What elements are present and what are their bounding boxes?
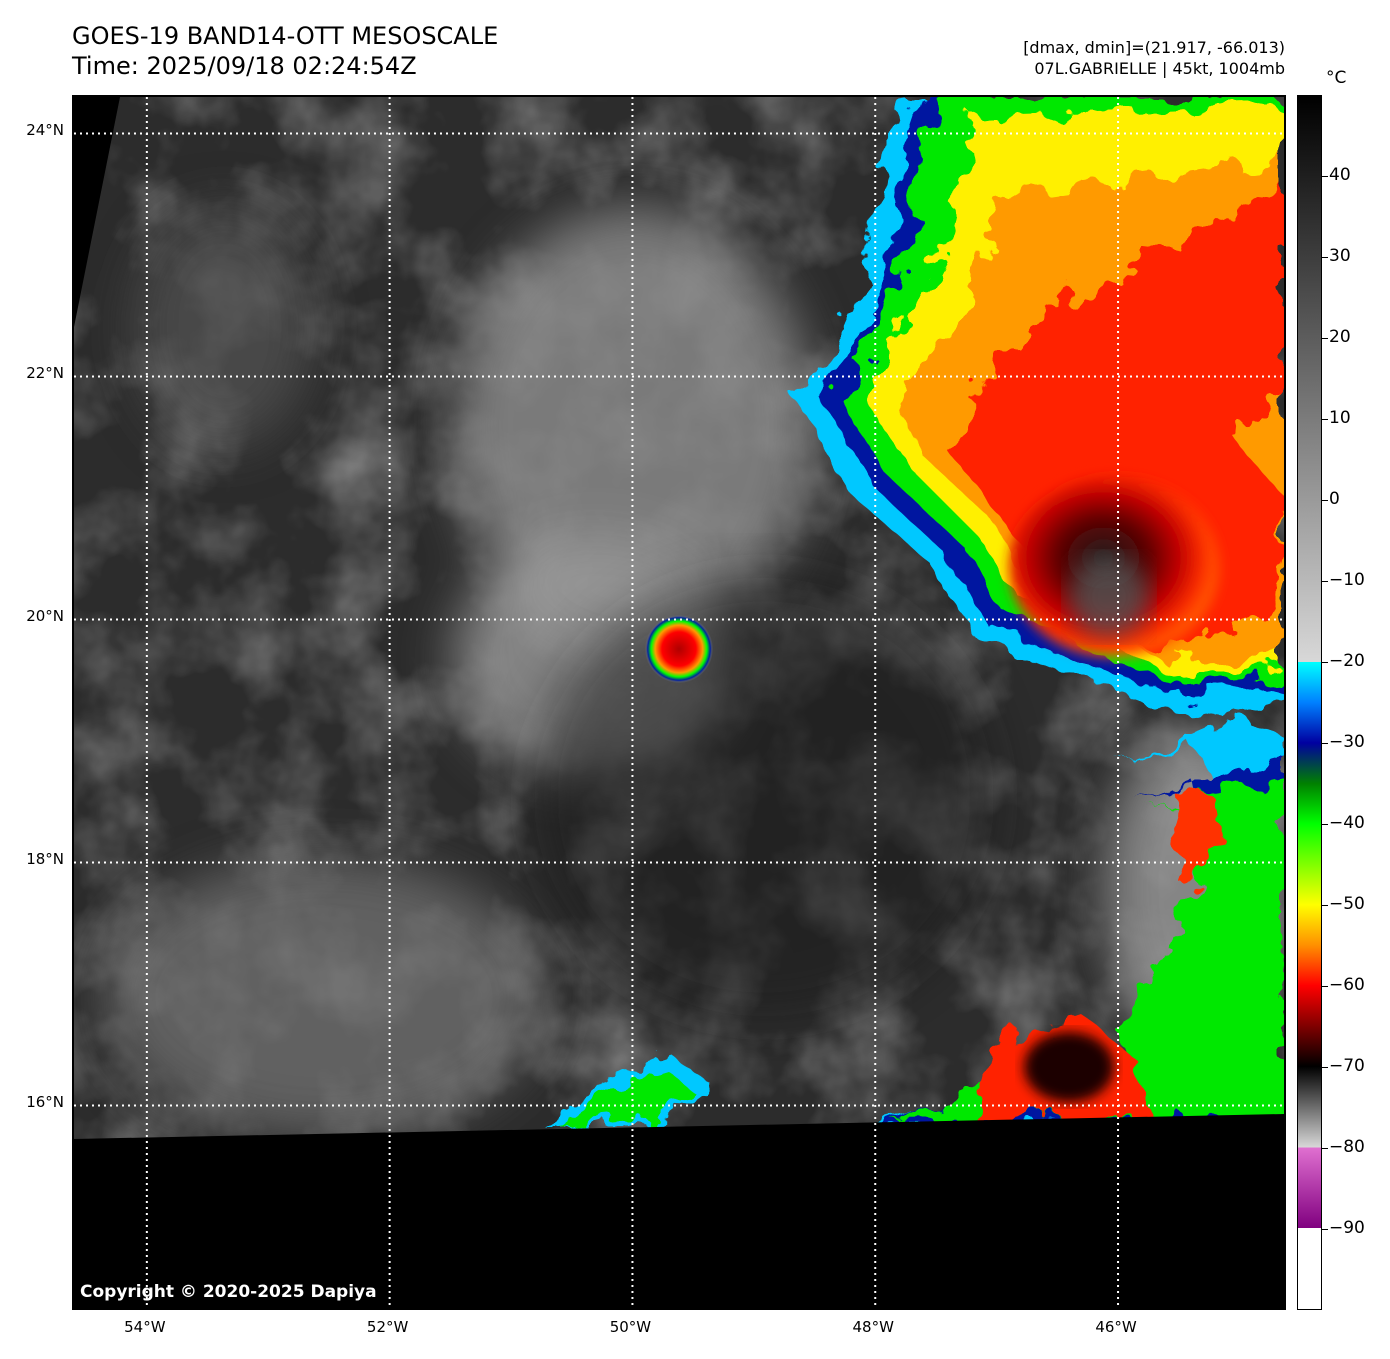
colorbar-tick-label: −50 xyxy=(1329,894,1365,914)
gridlines xyxy=(74,97,1284,1308)
storm-spiral-dark-region xyxy=(534,577,994,1017)
colorbar-tick xyxy=(1322,905,1328,906)
colorbar-tick xyxy=(1322,1229,1328,1230)
colorbar-tick xyxy=(1322,824,1328,825)
copyright-notice: Copyright © 2020-2025 Dapiya xyxy=(80,1282,377,1302)
latitude-label: 24°N xyxy=(26,121,64,140)
colorbar-tick xyxy=(1322,257,1328,258)
colorbar-tick xyxy=(1322,743,1328,744)
colorbar-tick-label: 20 xyxy=(1329,327,1351,347)
latitude-label: 20°N xyxy=(26,607,64,626)
overshooting-top xyxy=(1069,557,1149,637)
colorbar-tick-label: −60 xyxy=(1329,975,1365,995)
colorbar-tick-label: −30 xyxy=(1329,732,1365,752)
convective-fragments-south xyxy=(544,1057,714,1127)
colorbar-tick-label: 0 xyxy=(1329,489,1340,509)
longitude-label: 48°W xyxy=(852,1318,894,1336)
storm-info: 07L.GABRIELLE | 45kt, 1004mb xyxy=(1034,59,1285,78)
satellite-image-map: Copyright © 2020-2025 Dapiya xyxy=(72,95,1286,1310)
longitude-label: 54°W xyxy=(124,1318,166,1336)
colorbar-tick-label: −20 xyxy=(1329,651,1365,671)
colorbar-tick-label: −80 xyxy=(1329,1137,1365,1157)
colorbar-tick xyxy=(1322,662,1328,663)
colorbar-tick xyxy=(1322,1067,1328,1068)
southeast-cold-core xyxy=(1024,1032,1114,1102)
latitude-label: 16°N xyxy=(26,1093,64,1112)
colorbar-tick xyxy=(1322,581,1328,582)
colorbar-tick xyxy=(1322,176,1328,177)
colorbar-tick-label: 10 xyxy=(1329,408,1351,428)
colorbar-tick xyxy=(1322,1148,1328,1149)
satellite-image xyxy=(74,97,1284,1308)
title-line-1: GOES-19 BAND14-OTT MESOSCALE xyxy=(72,22,499,50)
temperature-colorbar xyxy=(1297,95,1322,1310)
dmax-dmin-readout: [dmax, dmin]=(21.917, -66.013) xyxy=(1023,38,1285,57)
colorbar-tick-label: −90 xyxy=(1329,1218,1365,1238)
latitude-label: 22°N xyxy=(26,364,64,383)
latitude-label: 18°N xyxy=(26,850,64,869)
colorbar-tick xyxy=(1322,338,1328,339)
colorbar-tick-label: −10 xyxy=(1329,570,1365,590)
colorbar-tick-label: −40 xyxy=(1329,813,1365,833)
colorbar-tick-label: 30 xyxy=(1329,246,1351,266)
title-line-2: Time: 2025/09/18 02:24:54Z xyxy=(72,52,417,80)
longitude-label: 52°W xyxy=(366,1318,409,1336)
no-data-corner xyxy=(74,97,120,327)
longitude-label: 50°W xyxy=(609,1318,652,1336)
colorbar-tick xyxy=(1322,419,1328,420)
longitude-label: 46°W xyxy=(1095,1318,1137,1336)
colorbar-tick xyxy=(1322,500,1328,501)
colorbar-tick xyxy=(1322,986,1328,987)
colorbar-unit: °C xyxy=(1326,68,1347,88)
storm-center-cell xyxy=(645,615,713,683)
colorbar-tick-label: 40 xyxy=(1329,165,1351,185)
colorbar-tick-label: −70 xyxy=(1329,1056,1365,1076)
no-data-bottom xyxy=(74,1114,1284,1308)
